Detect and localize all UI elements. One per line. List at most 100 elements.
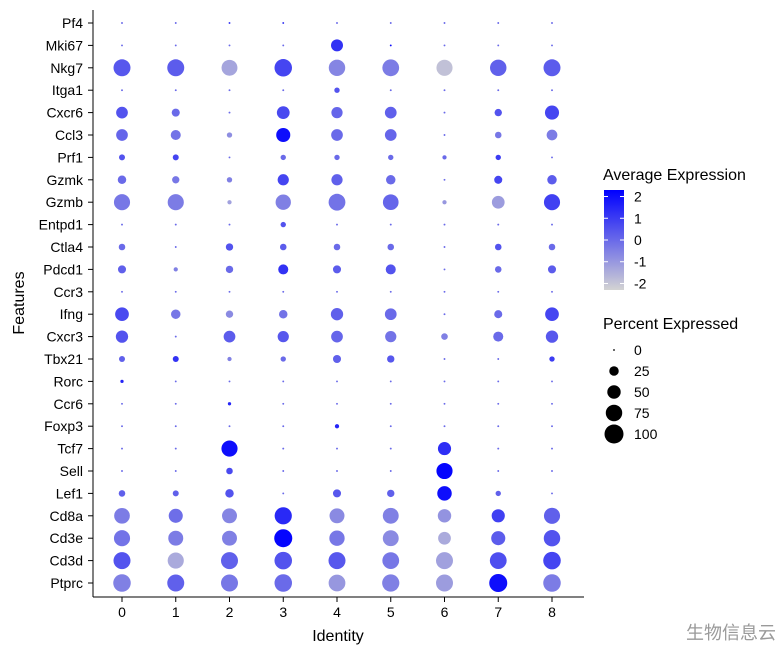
dot-prf1-cluster-1 [172, 154, 179, 161]
dot-ccr6-cluster-1 [174, 402, 177, 405]
dot-cd3d-cluster-6 [436, 552, 453, 570]
dot-sell-cluster-8 [551, 470, 553, 472]
dot-sell-cluster-3 [282, 470, 285, 472]
dot-ccr6-cluster-7 [497, 402, 500, 405]
dot-lef1-cluster-8 [551, 492, 553, 495]
dot-ifng-cluster-3 [279, 309, 288, 319]
dot-cxcr6-cluster-7 [494, 108, 502, 117]
dot-gzmk-cluster-0 [117, 175, 127, 185]
dot-gzmb-cluster-7 [491, 195, 505, 209]
dot-nkg7-cluster-4 [328, 59, 346, 77]
dot-rorc-cluster-4 [336, 380, 338, 383]
dot-cd3d-cluster-2 [221, 552, 238, 570]
dot-foxp3-cluster-2 [228, 425, 231, 428]
dot-sell-cluster-4 [336, 470, 338, 472]
dot-pf4-cluster-2 [228, 22, 231, 24]
dot-mki67-cluster-4 [330, 39, 344, 52]
y-tick-label: Cxcr6 [46, 105, 83, 121]
dot-cd8a-cluster-4 [329, 508, 345, 524]
dot-cd3d-cluster-1 [167, 552, 184, 569]
dot-gzmb-cluster-8 [543, 194, 561, 211]
y-tick-label: Ccr6 [53, 396, 83, 412]
dot-sell-cluster-1 [174, 470, 177, 472]
dot-tbx21-cluster-1 [172, 355, 179, 363]
dot-entpd1-cluster-2 [228, 223, 231, 226]
dot-cd3e-cluster-2 [222, 530, 237, 546]
y-tick-label: Cd3e [50, 530, 84, 546]
dot-prf1-cluster-5 [388, 154, 394, 161]
dot-pf4-cluster-5 [389, 22, 392, 24]
dot-ptprc-cluster-4 [328, 574, 346, 592]
dot-foxp3-cluster-6 [443, 425, 446, 428]
x-tick-label: 6 [441, 604, 449, 620]
dot-ccr3-cluster-7 [497, 290, 500, 293]
dot-pdcd1-cluster-2 [225, 265, 234, 274]
dot-cd8a-cluster-3 [274, 507, 292, 525]
dot-tbx21-cluster-3 [280, 356, 286, 362]
y-tick-label: Cxcr3 [46, 329, 83, 345]
dot-rorc-cluster-5 [389, 380, 392, 383]
dot-ccl3-cluster-7 [494, 131, 502, 139]
dot-itga1-cluster-6 [443, 89, 446, 92]
dot-cd3d-cluster-0 [113, 552, 131, 570]
dot-cd8a-cluster-5 [382, 507, 399, 524]
dot-tbx21-cluster-4 [332, 354, 342, 364]
dot-tcf7-cluster-2 [221, 440, 238, 457]
dot-entpd1-cluster-5 [389, 223, 392, 226]
color-legend-title: Average Expression [603, 167, 746, 184]
dot-ccr3-cluster-6 [443, 290, 446, 293]
dot-ptprc-cluster-0 [113, 574, 131, 592]
dot-pf4-cluster-1 [174, 22, 177, 24]
dot-cd3e-cluster-5 [382, 530, 399, 547]
dot-ctla4-cluster-2 [225, 243, 234, 251]
color-legend-bar [604, 190, 624, 290]
x-tick-label: 3 [279, 604, 287, 620]
dot-gzmk-cluster-8 [547, 175, 557, 185]
dot-lef1-cluster-6 [437, 486, 452, 501]
y-tick-label: Ctla4 [50, 239, 83, 255]
dot-ccr6-cluster-8 [551, 402, 553, 405]
dot-cd8a-cluster-1 [168, 508, 183, 523]
dot-nkg7-cluster-7 [490, 59, 507, 77]
dot-ctla4-cluster-0 [118, 243, 126, 251]
dot-itga1-cluster-2 [228, 89, 231, 92]
dot-cxcr3-cluster-2 [223, 330, 236, 343]
dot-tcf7-cluster-5 [389, 447, 392, 450]
dot-ccr6-cluster-0 [121, 402, 123, 405]
size-legend-label: 25 [634, 363, 650, 379]
dot-gzmk-cluster-3 [277, 174, 289, 186]
dot-lef1-cluster-4 [332, 489, 342, 498]
dot-cxcr3-cluster-3 [277, 330, 289, 343]
dot-tcf7-cluster-3 [282, 447, 285, 450]
dot-ccr3-cluster-1 [174, 290, 177, 293]
dot-prf1-cluster-7 [495, 154, 501, 161]
dot-gzmk-cluster-1 [172, 176, 180, 184]
y-tick-label: Mki67 [46, 37, 84, 53]
size-legend-dot [613, 349, 615, 351]
dot-ctla4-cluster-7 [494, 243, 502, 251]
dot-cd3e-cluster-7 [491, 531, 506, 546]
dot-tcf7-cluster-1 [174, 447, 177, 450]
dot-ptprc-cluster-5 [382, 574, 400, 592]
dot-ccr6-cluster-4 [336, 402, 338, 405]
size-legend-dot [604, 424, 624, 444]
dot-gzmb-cluster-2 [227, 200, 232, 205]
color-legend-label: 2 [634, 189, 642, 205]
dot-ifng-cluster-0 [115, 307, 129, 322]
dot-pdcd1-cluster-8 [547, 265, 557, 274]
axes: Identity Features Pf4 Mki67 Nkg7 Itga1 Cxcr6… [11, 10, 584, 645]
dot-cd8a-cluster-8 [543, 507, 561, 524]
dot-cd3d-cluster-3 [274, 551, 293, 570]
y-tick-label: Ccr3 [53, 284, 83, 300]
dot-nkg7-cluster-2 [221, 59, 238, 76]
dot-lef1-cluster-7 [495, 490, 501, 497]
dot-cd8a-cluster-6 [437, 509, 452, 523]
dot-cxcr3-cluster-6 [441, 333, 448, 340]
dot-ccr6-cluster-5 [389, 402, 392, 405]
dot-prf1-cluster-4 [334, 154, 340, 161]
dot-itga1-cluster-0 [121, 89, 123, 92]
dot-pdcd1-cluster-6 [443, 268, 446, 271]
dot-mki67-cluster-1 [174, 44, 177, 47]
dot-lef1-cluster-1 [172, 490, 179, 497]
x-tick-label: 8 [548, 604, 556, 620]
